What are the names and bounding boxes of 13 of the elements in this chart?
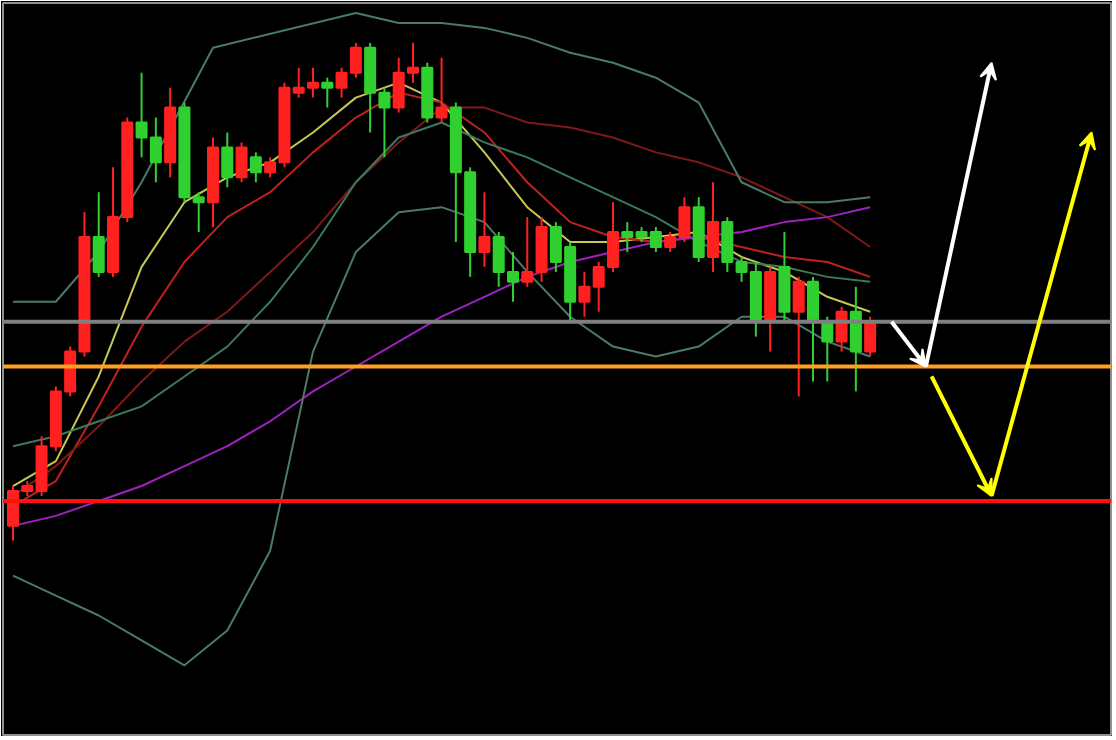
candlestick [249,151,262,184]
candlestick [321,76,334,109]
candlestick [849,285,862,393]
candlestick [92,191,105,278]
candlestick [792,275,805,398]
candlestick [221,131,234,189]
candlestick [864,315,877,358]
candlestick [707,181,719,273]
candlestick [435,56,448,124]
candlestick [807,275,819,383]
candlestick [235,141,248,184]
candlestick [778,231,791,323]
candlestick [478,191,491,268]
